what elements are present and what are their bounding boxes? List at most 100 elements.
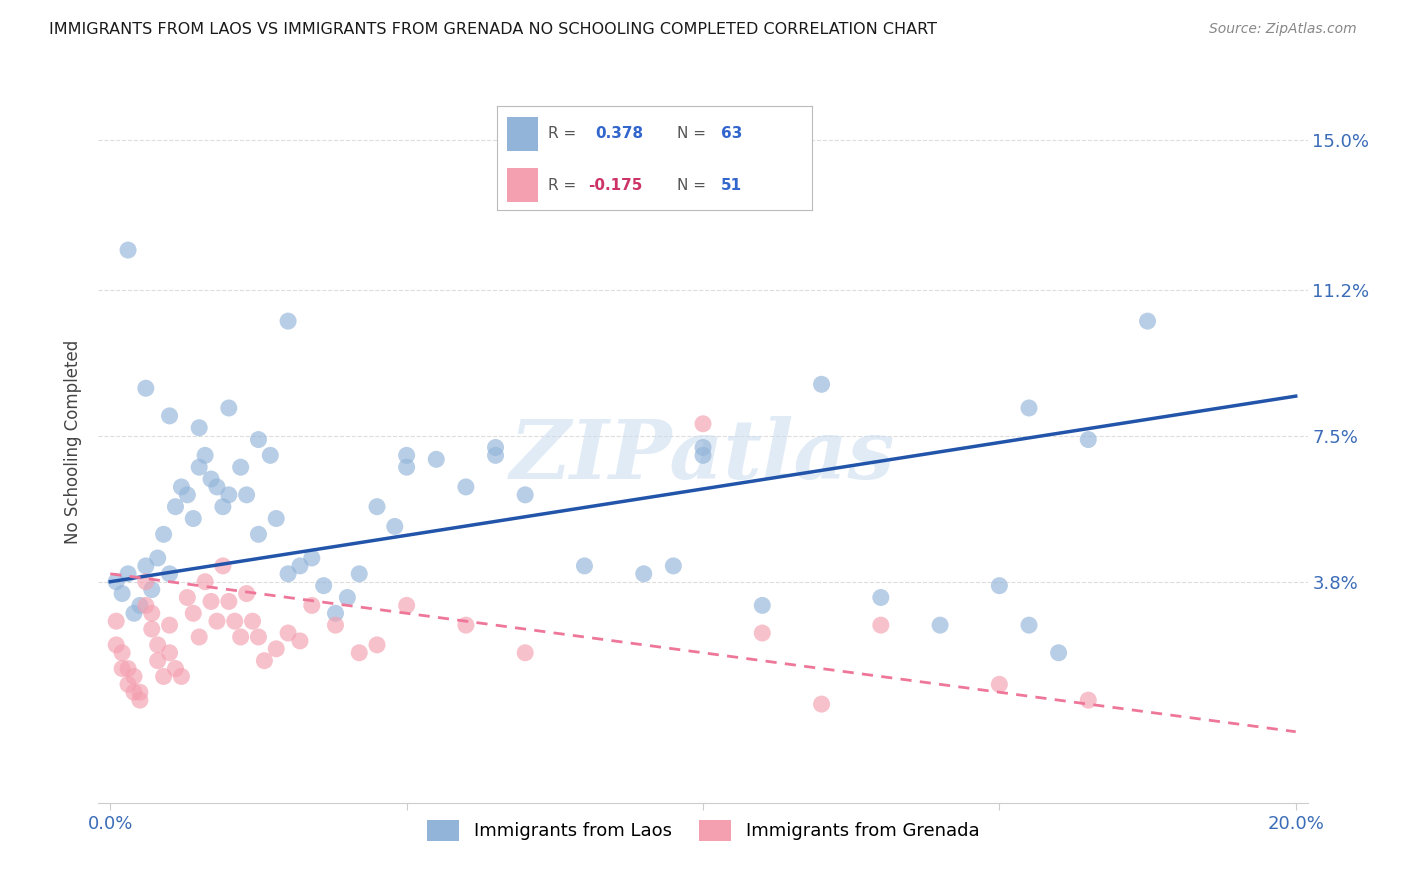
Point [277,626,299,640]
Point [165,662,187,676]
Point [129,599,152,613]
Point [205,614,228,628]
Point [336,591,359,605]
Point [235,586,257,600]
Point [212,500,235,514]
Point [205,480,228,494]
Point [395,460,418,475]
Point [212,558,235,573]
Point [146,654,169,668]
Text: IMMIGRANTS FROM LAOS VS IMMIGRANTS FROM GRENADA NO SCHOOLING COMPLETED CORRELATI: IMMIGRANTS FROM LAOS VS IMMIGRANTS FROM … [49,22,938,37]
Point [484,441,506,455]
Point [235,488,257,502]
Point [242,614,264,628]
Point [810,697,832,711]
Point [288,558,311,573]
Point [484,448,506,462]
Point [111,586,134,600]
Point [662,558,685,573]
Point [253,654,276,668]
Point [301,551,323,566]
Point [277,314,299,328]
Point [259,448,281,462]
Point [395,599,418,613]
Point [325,618,347,632]
Point [117,677,139,691]
Point [159,409,181,423]
Point [751,599,773,613]
Point [366,500,388,514]
Legend: Immigrants from Laos, Immigrants from Grenada: Immigrants from Laos, Immigrants from Gr… [419,813,987,848]
Point [384,519,406,533]
Point [135,381,157,395]
Point [277,566,299,581]
Point [312,579,335,593]
Point [1136,314,1159,328]
Point [141,622,163,636]
Point [869,618,891,632]
Point [111,662,134,676]
Point [218,401,240,415]
Point [188,630,211,644]
Point [159,566,181,581]
Point [229,630,252,644]
Point [170,480,193,494]
Point [200,594,222,608]
Point [146,551,169,566]
Point [129,685,152,699]
Point [117,662,139,676]
Point [105,638,128,652]
Point [117,566,139,581]
Point [165,500,187,514]
Point [159,646,181,660]
Point [1077,693,1099,707]
Point [347,566,370,581]
Point [692,417,714,431]
Point [218,594,240,608]
Point [247,630,270,644]
Text: ZIPatlas: ZIPatlas [510,416,896,496]
Point [146,638,169,652]
Point [105,574,128,589]
Point [929,618,952,632]
Point [515,488,537,502]
Point [200,472,222,486]
Point [425,452,447,467]
Point [869,591,891,605]
Point [176,488,198,502]
Point [988,579,1011,593]
Text: Source: ZipAtlas.com: Source: ZipAtlas.com [1209,22,1357,37]
Point [247,527,270,541]
Point [810,377,832,392]
Point [454,480,477,494]
Point [170,669,193,683]
Point [218,488,240,502]
Point [264,641,287,656]
Point [1077,433,1099,447]
Point [152,669,174,683]
Point [247,433,270,447]
Point [122,607,145,621]
Point [454,618,477,632]
Point [176,591,198,605]
Point [347,646,370,660]
Point [988,677,1011,691]
Point [159,618,181,632]
Point [141,607,163,621]
Point [1018,401,1040,415]
Point [229,460,252,475]
Point [181,607,204,621]
Point [751,626,773,640]
Point [141,582,163,597]
Y-axis label: No Schooling Completed: No Schooling Completed [65,340,83,543]
Point [117,243,139,257]
Point [692,448,714,462]
Point [122,685,145,699]
Point [122,669,145,683]
Point [1018,618,1040,632]
Point [181,511,204,525]
Point [366,638,388,652]
Point [135,599,157,613]
Point [105,614,128,628]
Point [135,558,157,573]
